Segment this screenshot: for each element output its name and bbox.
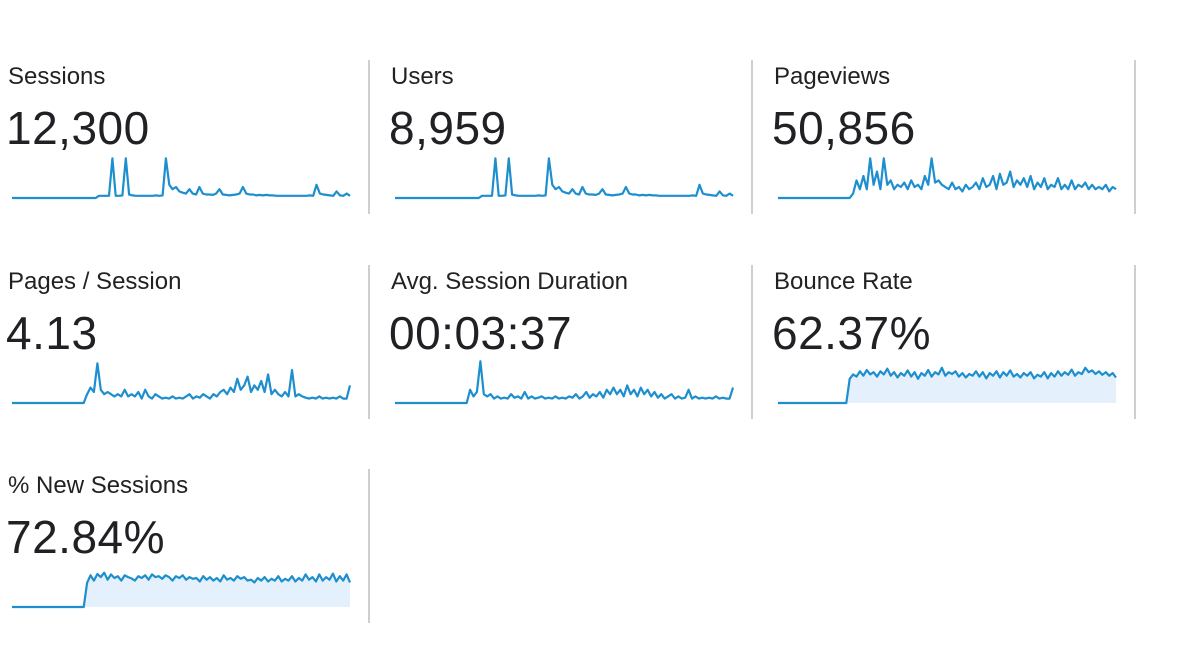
sparkline-chart [395, 157, 734, 200]
sparkline-line [12, 571, 352, 609]
sparkline-chart [12, 157, 351, 200]
sparkline-line [12, 157, 351, 200]
sparkline-line [778, 157, 1117, 200]
metric-value: 00:03:37 [389, 307, 573, 359]
metric-card-pageviews[interactable]: Pageviews 50,856 [766, 60, 1136, 214]
metric-card-pages-per-session[interactable]: Pages / Session 4.13 [0, 265, 370, 419]
metric-label: Pageviews [774, 63, 891, 90]
metric-label: Pages / Session [8, 268, 182, 295]
card-divider [1134, 265, 1136, 419]
sparkline-area [846, 367, 1116, 403]
metric-value: 50,856 [772, 102, 916, 154]
sparkline-chart [12, 571, 352, 609]
metric-value: 12,300 [6, 102, 150, 154]
sparkline-chart [395, 360, 735, 405]
metric-label: % New Sessions [8, 472, 189, 499]
metric-value: 62.37% [772, 307, 932, 359]
sparkline-line [395, 157, 734, 200]
metric-label: Bounce Rate [774, 268, 913, 295]
card-divider [368, 265, 370, 419]
metric-value: 8,959 [389, 102, 507, 154]
metric-value: 4.13 [6, 307, 98, 359]
metric-card-avg-session-duration[interactable]: Avg. Session Duration 00:03:37 [383, 265, 753, 419]
metric-label: Sessions [8, 63, 106, 90]
card-divider [751, 60, 753, 214]
metric-card-bounce-rate[interactable]: Bounce Rate 62.37% [766, 265, 1136, 419]
sparkline-line [12, 362, 352, 405]
card-divider [1134, 60, 1136, 214]
sparkline-line [778, 366, 1117, 405]
sparkline-chart [778, 157, 1117, 200]
metric-label: Avg. Session Duration [391, 268, 629, 295]
metric-card-users[interactable]: Users 8,959 [383, 60, 753, 214]
metric-card-sessions[interactable]: Sessions 12,300 [0, 60, 370, 214]
sparkline-chart [778, 366, 1117, 405]
metric-value: 72.84% [6, 511, 166, 563]
sparkline-chart [12, 362, 352, 405]
sparkline-line [395, 360, 735, 405]
card-divider [368, 60, 370, 214]
metric-label: Users [391, 63, 454, 90]
metric-card-new-sessions[interactable]: % New Sessions 72.84% [0, 469, 370, 623]
card-divider [751, 265, 753, 419]
card-divider [368, 469, 370, 623]
